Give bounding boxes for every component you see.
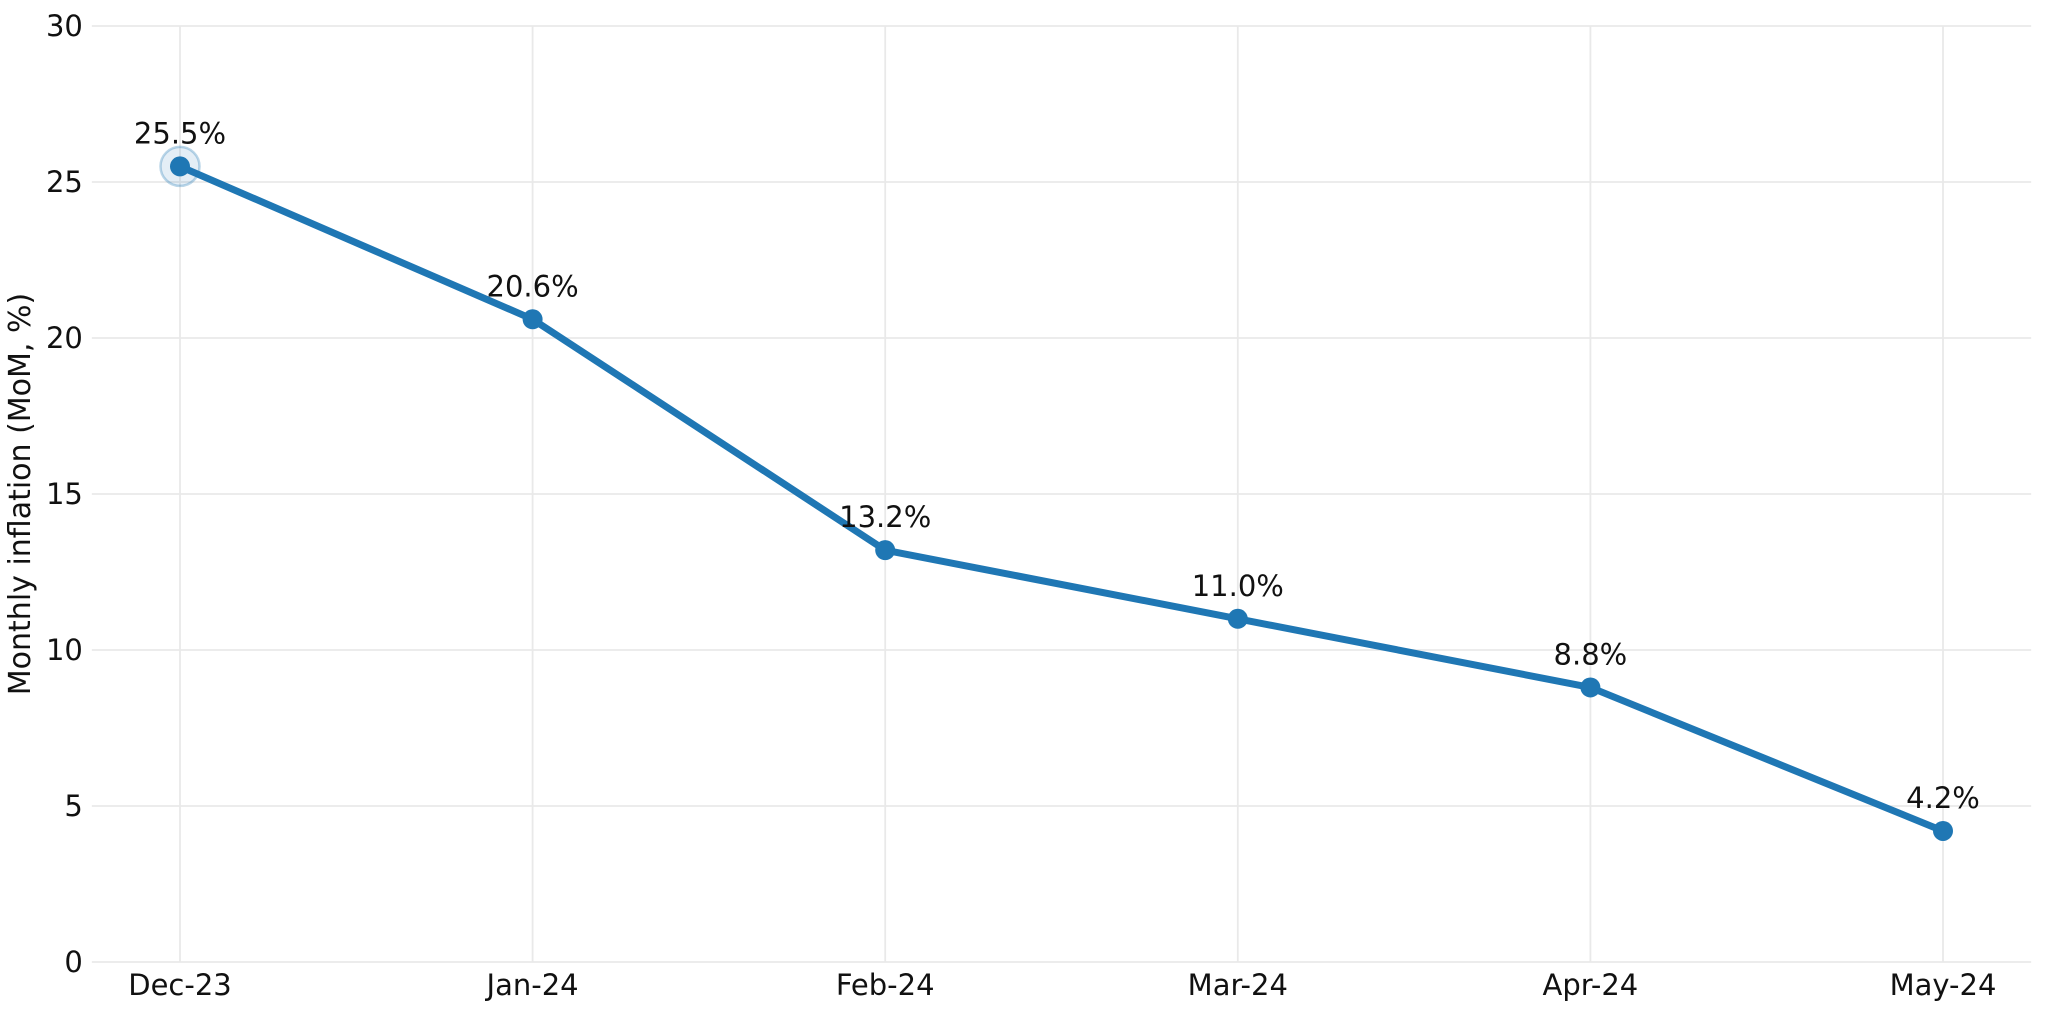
- y-axis-label: Monthly inflation (MoM, %): [3, 293, 38, 695]
- data-point-marker: [522, 309, 543, 330]
- data-point-label: 4.2%: [1906, 781, 1980, 815]
- x-tick-label: Apr-24: [1543, 968, 1639, 1002]
- data-point-marker: [1227, 608, 1248, 629]
- data-point-marker: [170, 156, 190, 177]
- data-point-label: 8.8%: [1554, 637, 1628, 671]
- x-tick-label: Dec-23: [128, 968, 231, 1002]
- x-tick-label: May-24: [1890, 968, 1997, 1002]
- y-tick-label: 15: [46, 477, 83, 511]
- x-tick-label: Feb-24: [836, 968, 935, 1002]
- x-tick-label: Mar-24: [1188, 968, 1288, 1002]
- data-point-label: 13.2%: [839, 500, 931, 534]
- inflation-line-series: [176, 162, 1947, 835]
- y-tick-label: 10: [46, 633, 83, 667]
- data-point-label: 25.5%: [134, 116, 226, 150]
- y-tick-label: 25: [46, 165, 83, 199]
- data-point-marker: [1580, 677, 1601, 698]
- y-tick-label: 20: [46, 321, 83, 355]
- x-tick-label: Jan-24: [485, 968, 579, 1002]
- y-tick-label: 5: [64, 789, 82, 823]
- data-point-label: 11.0%: [1192, 569, 1284, 603]
- data-point-marker: [1933, 820, 1953, 841]
- y-tick-label: 30: [46, 9, 83, 43]
- data-point-marker: [875, 540, 896, 561]
- data-point-label: 20.6%: [487, 269, 579, 303]
- y-tick-label: 0: [64, 945, 82, 979]
